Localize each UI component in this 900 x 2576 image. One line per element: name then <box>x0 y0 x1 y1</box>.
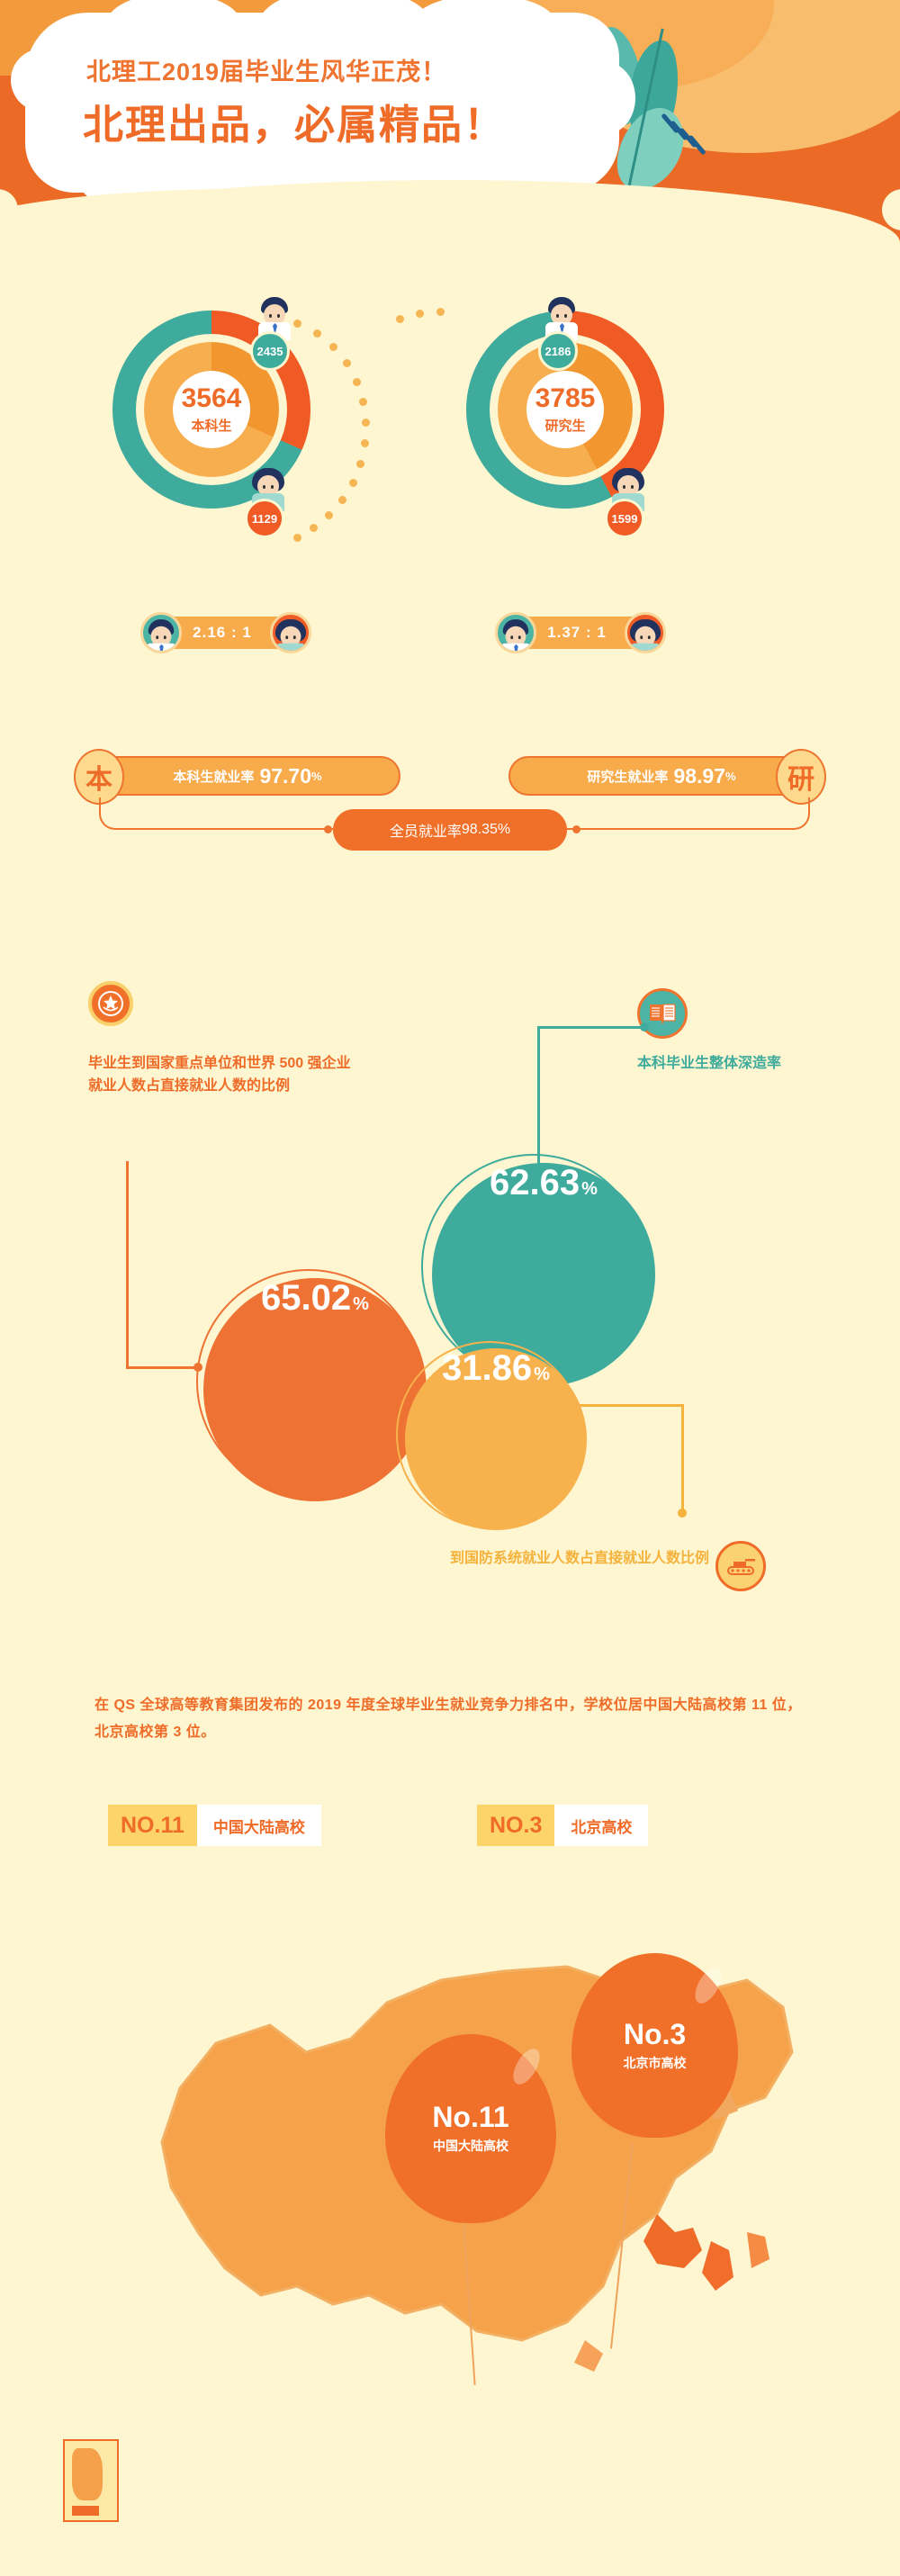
leader-line-gold-v <box>681 1404 684 1512</box>
postgrad-total: 3785 <box>535 383 596 413</box>
key-units-unit: % <box>353 1294 369 1314</box>
undergrad-female-badge: 1129 <box>245 499 284 538</box>
leader-line-teal-v <box>537 1026 540 1197</box>
total-emp-value: 98.35 <box>461 822 498 837</box>
card-bump <box>106 0 241 56</box>
book-icon <box>637 988 688 1039</box>
tie-icon <box>560 323 564 335</box>
china-map: No.3 北京市高校 No.11 中国大陆高校 <box>63 1917 819 2547</box>
total-emp-label: 全员就业率 <box>389 824 462 840</box>
total-emp-unit: % <box>497 822 511 837</box>
rank-chip-beijing-no: NO.3 <box>477 1805 555 1846</box>
undergrad-emp-unit: % <box>311 769 322 783</box>
south-china-sea-inset <box>63 2439 119 2522</box>
donut-center-postgrad: 3785 研究生 <box>526 371 604 448</box>
further-study-unit: % <box>581 1179 598 1199</box>
undergrad-emp-value: 97.70 <box>259 763 311 788</box>
balloon-mainland: No.11 中国大陆高校 <box>385 2034 556 2223</box>
inset-tag <box>72 2506 99 2516</box>
tank-icon <box>716 1541 766 1591</box>
bubble-key-units: 65.02 % <box>203 1278 427 1501</box>
leader-dot-teal <box>640 1022 649 1031</box>
undergrad-label: 本科生 <box>191 418 232 434</box>
postgrad-emp-value: 98.97 <box>673 763 725 788</box>
undergrad-male-badge: 2435 <box>250 331 290 371</box>
star-emblem-icon <box>88 981 133 1026</box>
donut-center-undergrad: 3564 本科生 <box>173 371 250 448</box>
connector-dot <box>324 825 332 833</box>
connector-right <box>549 797 810 830</box>
leader-dot-gold <box>678 1509 687 1518</box>
defense-unit: % <box>534 1365 550 1384</box>
leader-line-orange-h <box>126 1366 198 1369</box>
bubble-caption-key-units: 毕业生到国家重点单位和世界 500 强企业就业人数占直接就业人数的比例 <box>88 1056 351 1094</box>
rank-chip-beijing-label: 北京高校 <box>554 1805 649 1846</box>
postgrad-emp-unit: % <box>725 769 736 783</box>
balloon-mainland-no: No.11 <box>432 2101 509 2133</box>
employment-bar-postgrad: 研究生就业率 98.97 % <box>508 756 814 796</box>
undergrad-cap-badge: 本 <box>74 749 124 805</box>
balloon-beijing: No.3 北京市高校 <box>572 1953 738 2138</box>
postgrad-emp-label: 研究生就业率 <box>587 769 669 785</box>
qs-ranking-paragraph: 在 QS 全球高等教育集团发布的 2019 年度全球毕业生就业竞争力排名中，学校… <box>94 1698 802 1741</box>
undergrad-emp-label: 本科生就业率 <box>173 769 255 785</box>
undergrad-total: 3564 <box>181 383 242 413</box>
employment-bar-undergrad: 本科生就业率 97.70 % <box>94 756 400 796</box>
connector-dot <box>572 825 580 833</box>
card-bump <box>259 0 430 59</box>
card-bump <box>412 0 556 54</box>
bubble-defense: 31.86 % <box>405 1348 587 1530</box>
leader-line-gold-h <box>576 1404 684 1407</box>
ratio-female-icon <box>625 612 666 653</box>
page-title: 北理出品，必属精品！ <box>83 102 507 148</box>
balloon-beijing-label: 北京市高校 <box>623 2055 687 2070</box>
rank-chip-mainland-no: NO.11 <box>108 1805 197 1846</box>
left-wavy-edge <box>0 189 34 2553</box>
page-title-subline: 北理工2019届毕业生风华正茂！ <box>86 59 447 86</box>
key-units-value: 65.02 <box>261 1278 352 1318</box>
postgrad-male-badge: 2186 <box>538 331 578 371</box>
connector-left <box>99 797 360 830</box>
ratio-male-icon <box>495 612 536 653</box>
rank-chip-mainland: NO.11 中国大陆高校 <box>108 1805 321 1846</box>
title-card: 北理工2019届毕业生风华正茂！ 北理出品，必属精品！ <box>11 0 635 220</box>
postgrad-female-badge: 1599 <box>605 499 644 538</box>
hero-banner: 北理工2019届毕业生风华正茂！ 北理出品，必属精品！ <box>0 0 900 270</box>
balloon-mainland-label: 中国大陆高校 <box>433 2139 508 2153</box>
right-wavy-edge <box>866 189 900 2553</box>
inset-shape <box>72 2448 103 2500</box>
leader-line-orange-v <box>126 1161 129 1368</box>
balloon-beijing-no: No.3 <box>623 2017 687 2050</box>
tie-icon <box>273 323 277 335</box>
further-study-value: 62.63 <box>490 1163 580 1202</box>
bubble-caption-defense: 到国防系统就业人数占直接就业人数比例 <box>450 1551 710 1566</box>
postgrad-cap-badge: 研 <box>776 749 826 805</box>
employment-bar-total: 全员就业率 98.35 % <box>333 809 567 851</box>
rank-chip-mainland-label: 中国大陆高校 <box>196 1805 321 1846</box>
defense-value: 31.86 <box>442 1348 533 1388</box>
leader-line-teal-h <box>537 1026 644 1029</box>
bubble-caption-further-study: 本科毕业生整体深造率 <box>637 1056 782 1071</box>
ratio-male-icon <box>140 612 182 653</box>
ratio-female-icon <box>270 612 311 653</box>
postgrad-label: 研究生 <box>544 418 586 434</box>
rank-chip-beijing: NO.3 北京高校 <box>477 1805 649 1846</box>
